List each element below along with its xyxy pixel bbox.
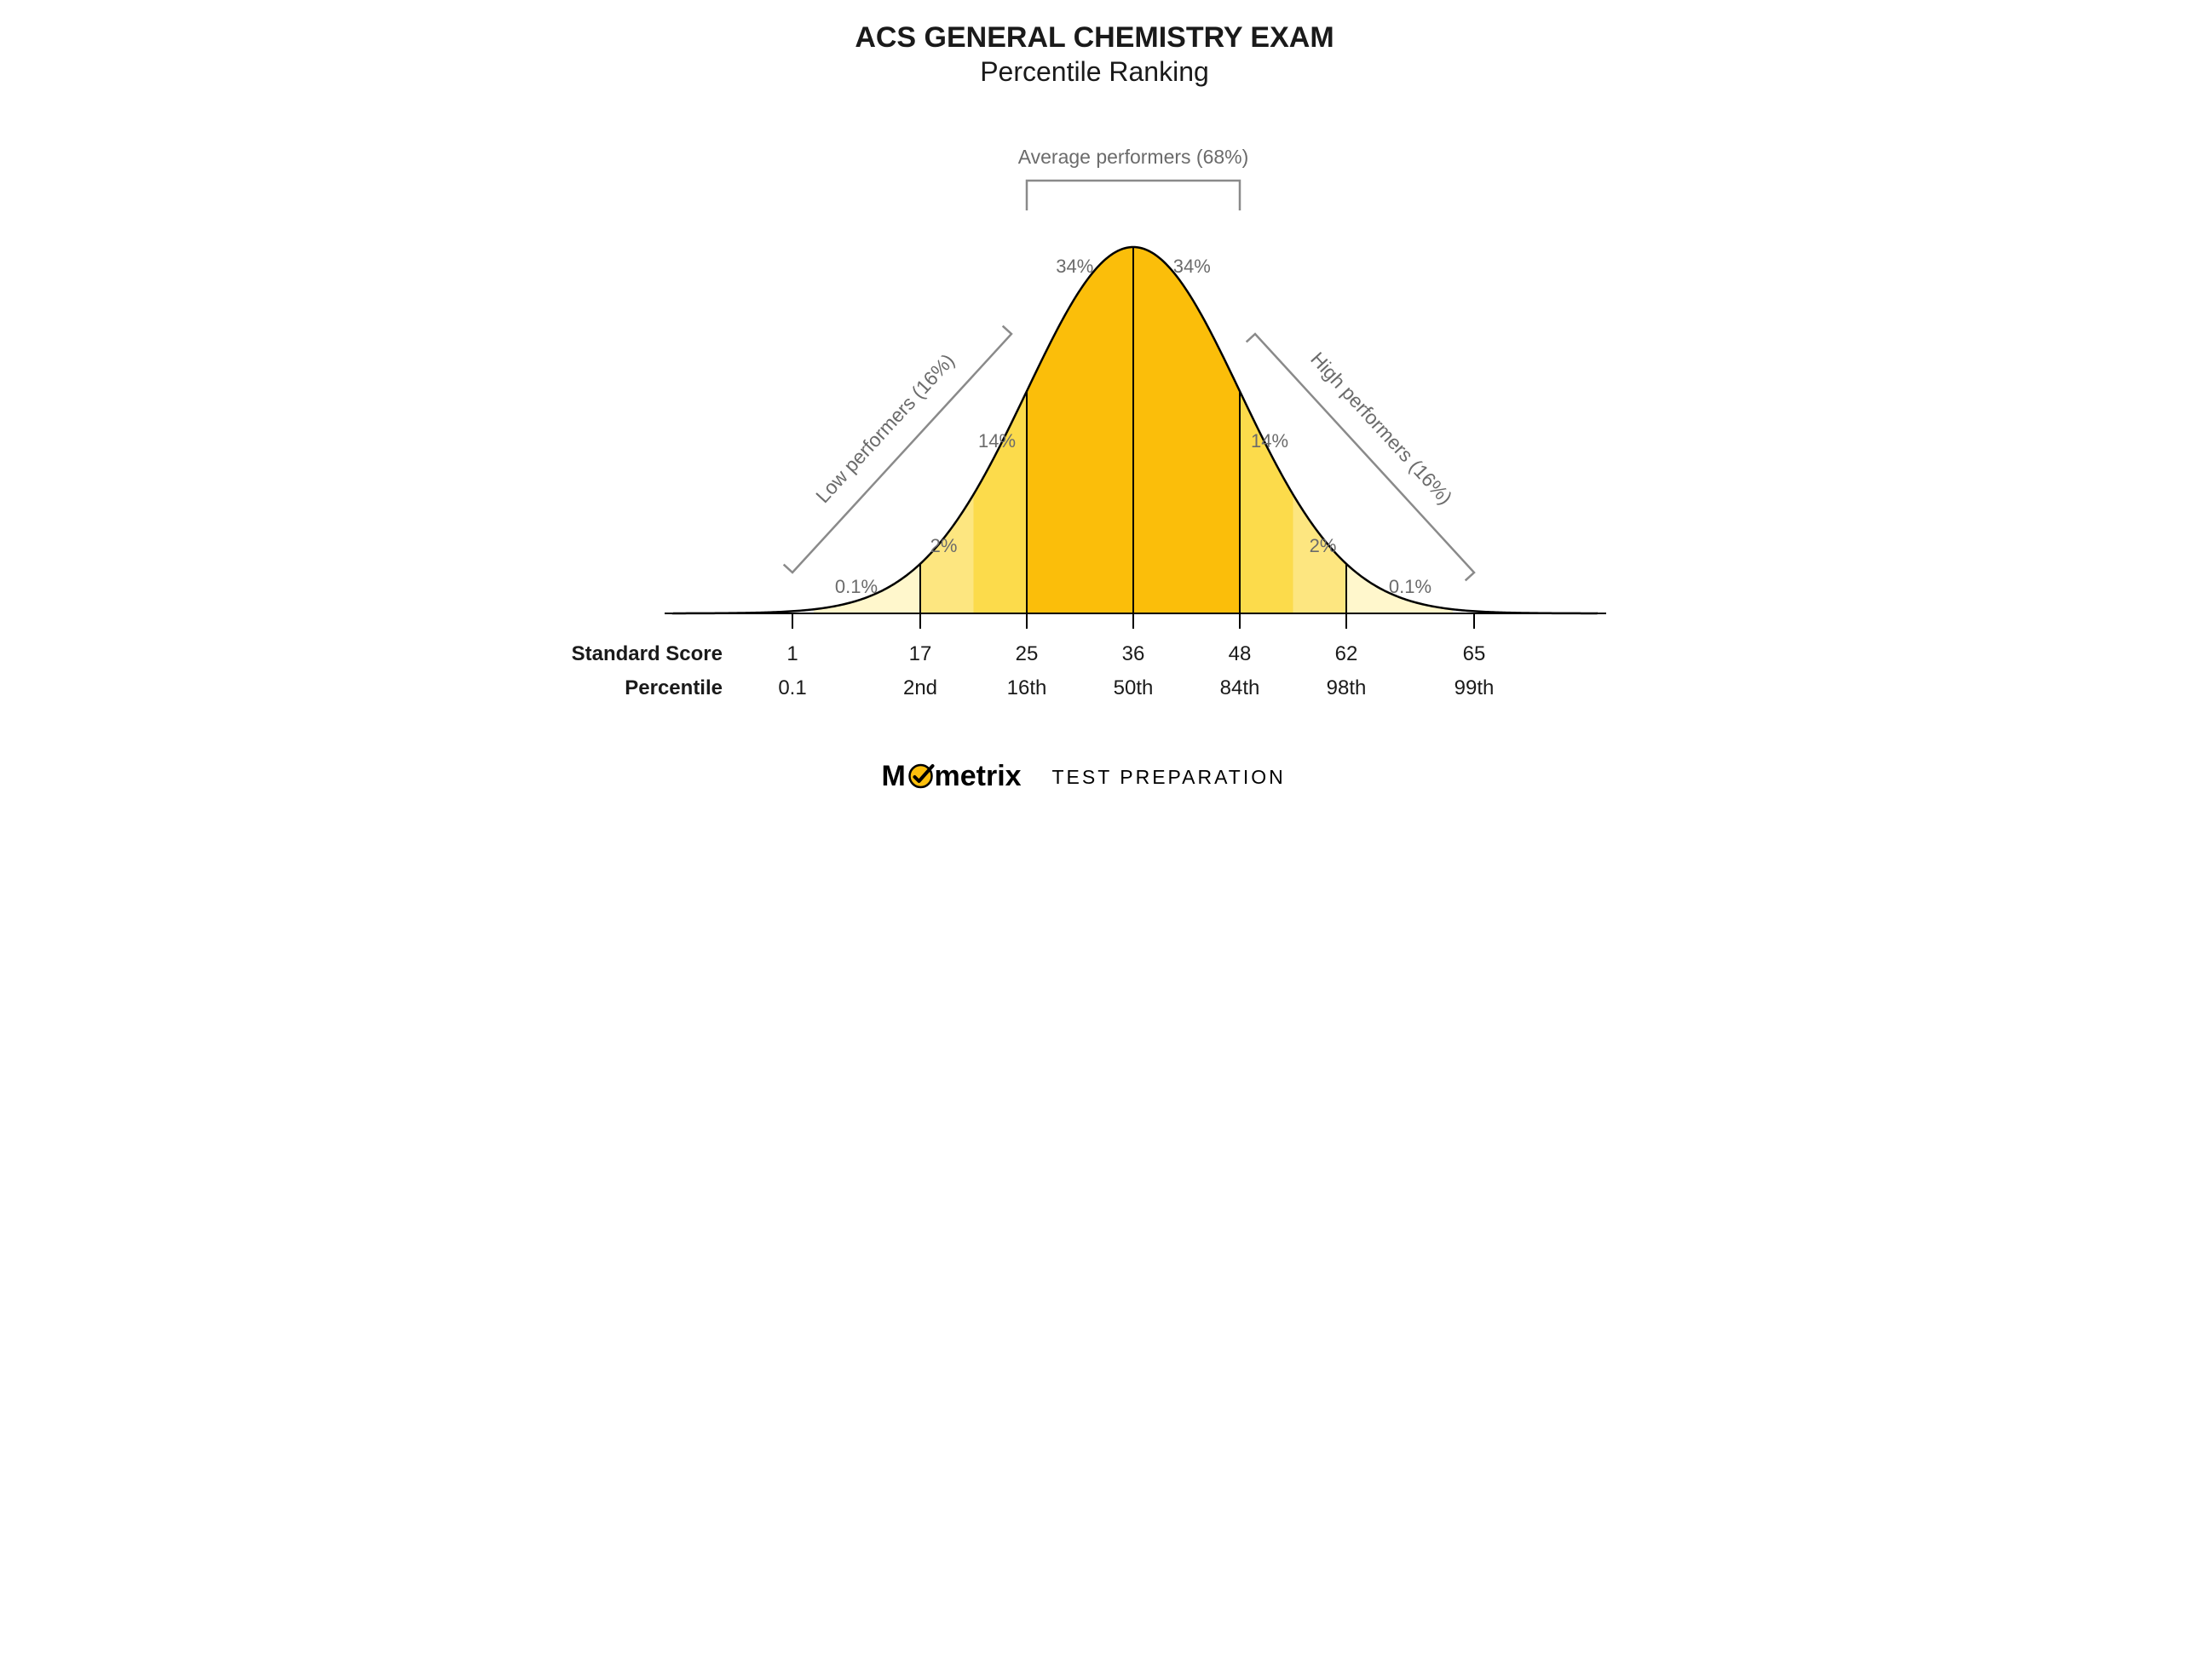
region-percent-label: 2%: [1310, 535, 1337, 556]
region-percent-label: 0.1%: [835, 576, 878, 597]
axis-value: 1: [786, 642, 798, 665]
curve-region: [1133, 247, 1240, 613]
axis-value: 84th: [1220, 676, 1260, 699]
axis-value: 48: [1229, 642, 1252, 665]
axis-value: 16th: [1007, 676, 1047, 699]
chart-container: ACS GENERAL CHEMISTRY EXAMPercentile Ran…: [554, 0, 1635, 828]
axis-row-label: Standard Score: [572, 642, 723, 665]
region-percent-label: 2%: [930, 535, 958, 556]
axis-value: 17: [909, 642, 932, 665]
axis-value: 2nd: [903, 676, 937, 699]
axis-value: 98th: [1327, 676, 1367, 699]
axis-value: 50th: [1114, 676, 1154, 699]
curve-region: [974, 391, 1028, 613]
brand-tagline: TEST PREPARATION: [1052, 766, 1286, 788]
axis-value: 25: [1016, 642, 1039, 665]
axis-value: 0.1: [778, 676, 806, 699]
axis-row-label: Percentile: [625, 676, 723, 699]
axis-value: 62: [1335, 642, 1358, 665]
axis-value: 36: [1122, 642, 1145, 665]
bracket-left-label: Low performers (16%): [811, 349, 959, 507]
region-percent-label: 14%: [1251, 430, 1288, 452]
axis-value: 65: [1463, 642, 1486, 665]
axis-value: 99th: [1455, 676, 1495, 699]
chart-title-line2: Percentile Ranking: [980, 56, 1209, 87]
bracket-top: [1027, 181, 1240, 210]
bell-curve-chart: ACS GENERAL CHEMISTRY EXAMPercentile Ran…: [554, 0, 1635, 828]
region-percent-label: 34%: [1056, 256, 1093, 277]
brand-text: metrix: [935, 760, 1022, 792]
region-percent-label: 0.1%: [1389, 576, 1431, 597]
region-percent-label: 34%: [1173, 256, 1211, 277]
brand-logo: Mmetrix TEST PREPARATION: [882, 760, 1286, 792]
curve-region: [1240, 391, 1293, 613]
curve-region: [1027, 247, 1133, 613]
bracket-right-label: High performers (16%): [1306, 348, 1456, 509]
brand-text: M: [882, 760, 906, 792]
bracket-top-label: Average performers (68%): [1018, 146, 1249, 168]
chart-title-line1: ACS GENERAL CHEMISTRY EXAM: [855, 21, 1334, 54]
region-percent-label: 14%: [978, 430, 1016, 452]
